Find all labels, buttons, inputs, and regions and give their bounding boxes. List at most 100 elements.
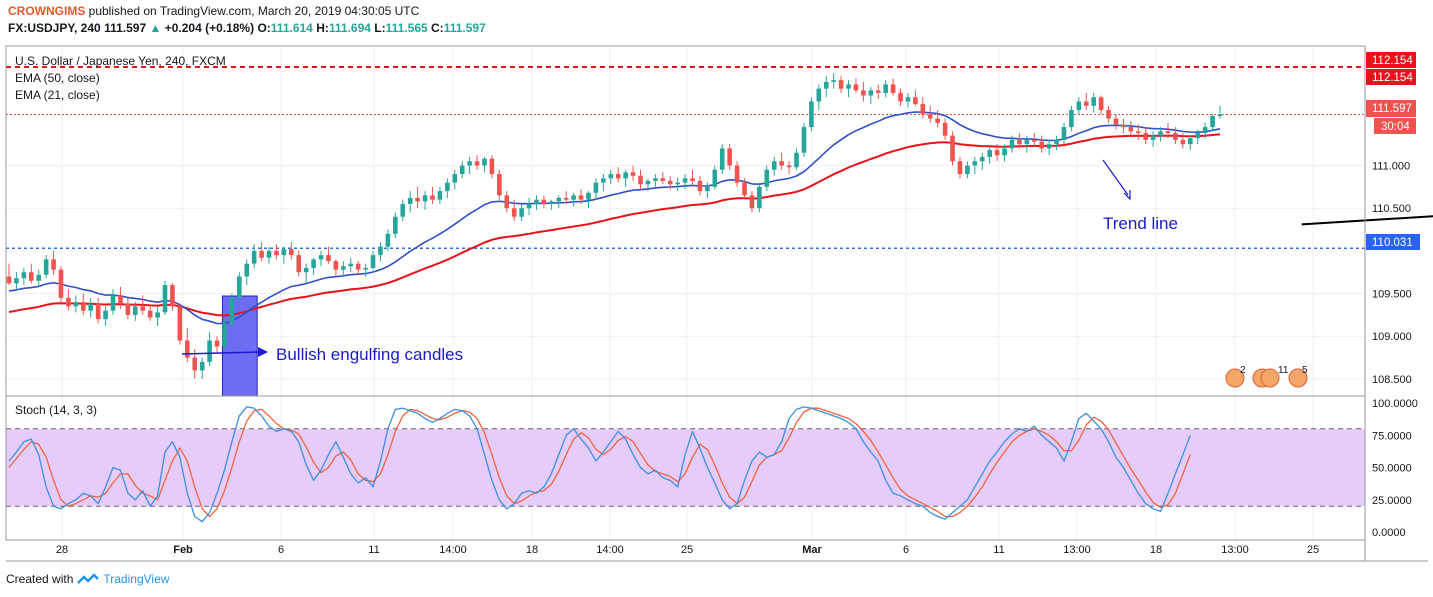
candle — [311, 259, 316, 268]
time-tick-label: 11 — [368, 544, 379, 556]
candle — [1017, 139, 1022, 145]
candle — [697, 180, 703, 192]
candle — [1121, 124, 1126, 128]
candle — [378, 246, 383, 256]
candle — [1061, 127, 1067, 140]
candle — [682, 178, 688, 183]
candle — [742, 182, 747, 196]
ema50-line — [8, 133, 1221, 317]
candle — [259, 250, 264, 258]
candle — [1083, 101, 1089, 106]
time-tick-label: Feb — [173, 544, 193, 556]
stoch-tick-label: 50.0000 — [1372, 463, 1412, 475]
candle — [1113, 118, 1119, 125]
candle — [155, 312, 160, 318]
candle — [1150, 135, 1156, 140]
candle — [771, 161, 777, 170]
stoch-tick-label: 75.0000 — [1372, 430, 1412, 442]
time-tick-label: 14:00 — [439, 544, 467, 556]
candle — [459, 165, 465, 175]
candle — [192, 357, 198, 371]
candle — [1217, 114, 1223, 116]
candle — [400, 203, 406, 217]
time-tick-label: 18 — [526, 544, 538, 556]
candle — [1106, 110, 1111, 119]
countdown-badge: 30:04 — [1374, 118, 1416, 134]
price-tick-label: 109.500 — [1372, 289, 1412, 301]
candle — [593, 182, 599, 193]
open-label: O: — [257, 21, 271, 35]
candle — [920, 104, 926, 115]
candle — [415, 197, 420, 202]
candle — [177, 306, 183, 341]
us-flag-icon[interactable] — [1225, 368, 1245, 388]
footer: Created with TradingView — [6, 572, 169, 586]
candle — [1031, 139, 1037, 142]
candle — [363, 267, 368, 270]
candle — [385, 233, 391, 247]
candle — [712, 169, 718, 187]
ema21-legend: EMA (21, close) — [15, 88, 100, 102]
candle — [355, 263, 361, 270]
candle — [140, 306, 146, 311]
resistance-badge-1: 112.154 — [1366, 52, 1416, 68]
candle — [341, 266, 346, 270]
candle — [549, 201, 554, 204]
candle — [786, 165, 792, 168]
candle — [1054, 139, 1059, 145]
candle — [556, 197, 562, 202]
candle — [816, 88, 822, 102]
event-icons[interactable]: 2 11 5 — [1225, 365, 1308, 388]
last-price: 111.597 — [104, 21, 147, 35]
candle — [630, 172, 636, 176]
us-flag-icon[interactable] — [1288, 368, 1308, 388]
candle — [185, 340, 190, 358]
candle — [1165, 131, 1171, 134]
candle — [890, 84, 896, 93]
candle — [303, 267, 309, 273]
support-badge: 110.031 — [1366, 234, 1420, 250]
candle — [823, 81, 829, 89]
candle — [199, 361, 205, 371]
candle — [281, 249, 287, 256]
candle — [489, 158, 495, 175]
author-name[interactable]: CROWNGIMS — [8, 4, 86, 18]
candle — [965, 165, 970, 175]
candle — [125, 303, 131, 315]
trend-line — [1301, 215, 1433, 226]
candle — [1158, 131, 1163, 136]
candle — [608, 174, 614, 179]
resistance-badge-2: 112.154 — [1366, 69, 1416, 85]
candle — [422, 195, 428, 202]
candle — [1128, 127, 1134, 132]
candle — [445, 182, 450, 192]
price-tick-label: 109.000 — [1372, 331, 1412, 343]
candle — [207, 340, 212, 362]
candle — [905, 97, 911, 102]
candle — [563, 197, 569, 200]
candle — [927, 114, 933, 119]
us-flag-icon[interactable] — [1260, 368, 1280, 388]
stoch-d-line — [8, 407, 1191, 518]
engulfing-highlight-box — [221, 295, 258, 397]
price-tick-label: 111.000 — [1372, 161, 1410, 173]
candle — [734, 165, 740, 183]
candle — [348, 263, 354, 267]
candle — [1069, 110, 1074, 128]
candle — [779, 161, 784, 166]
candle — [519, 208, 524, 217]
candle — [251, 250, 257, 264]
time-tick-label: 25 — [681, 544, 693, 556]
low-value: 111.565 — [385, 21, 428, 35]
candle — [883, 84, 888, 93]
candle — [660, 178, 666, 181]
tradingview-brand-link[interactable]: TradingView — [103, 572, 170, 586]
candle — [132, 306, 138, 315]
price-tick-label: 110.500 — [1372, 203, 1411, 215]
candle — [80, 302, 86, 311]
arrow-head-icon — [258, 347, 268, 357]
candle — [979, 156, 985, 162]
high-label: H: — [316, 21, 329, 35]
candle — [1002, 148, 1007, 156]
